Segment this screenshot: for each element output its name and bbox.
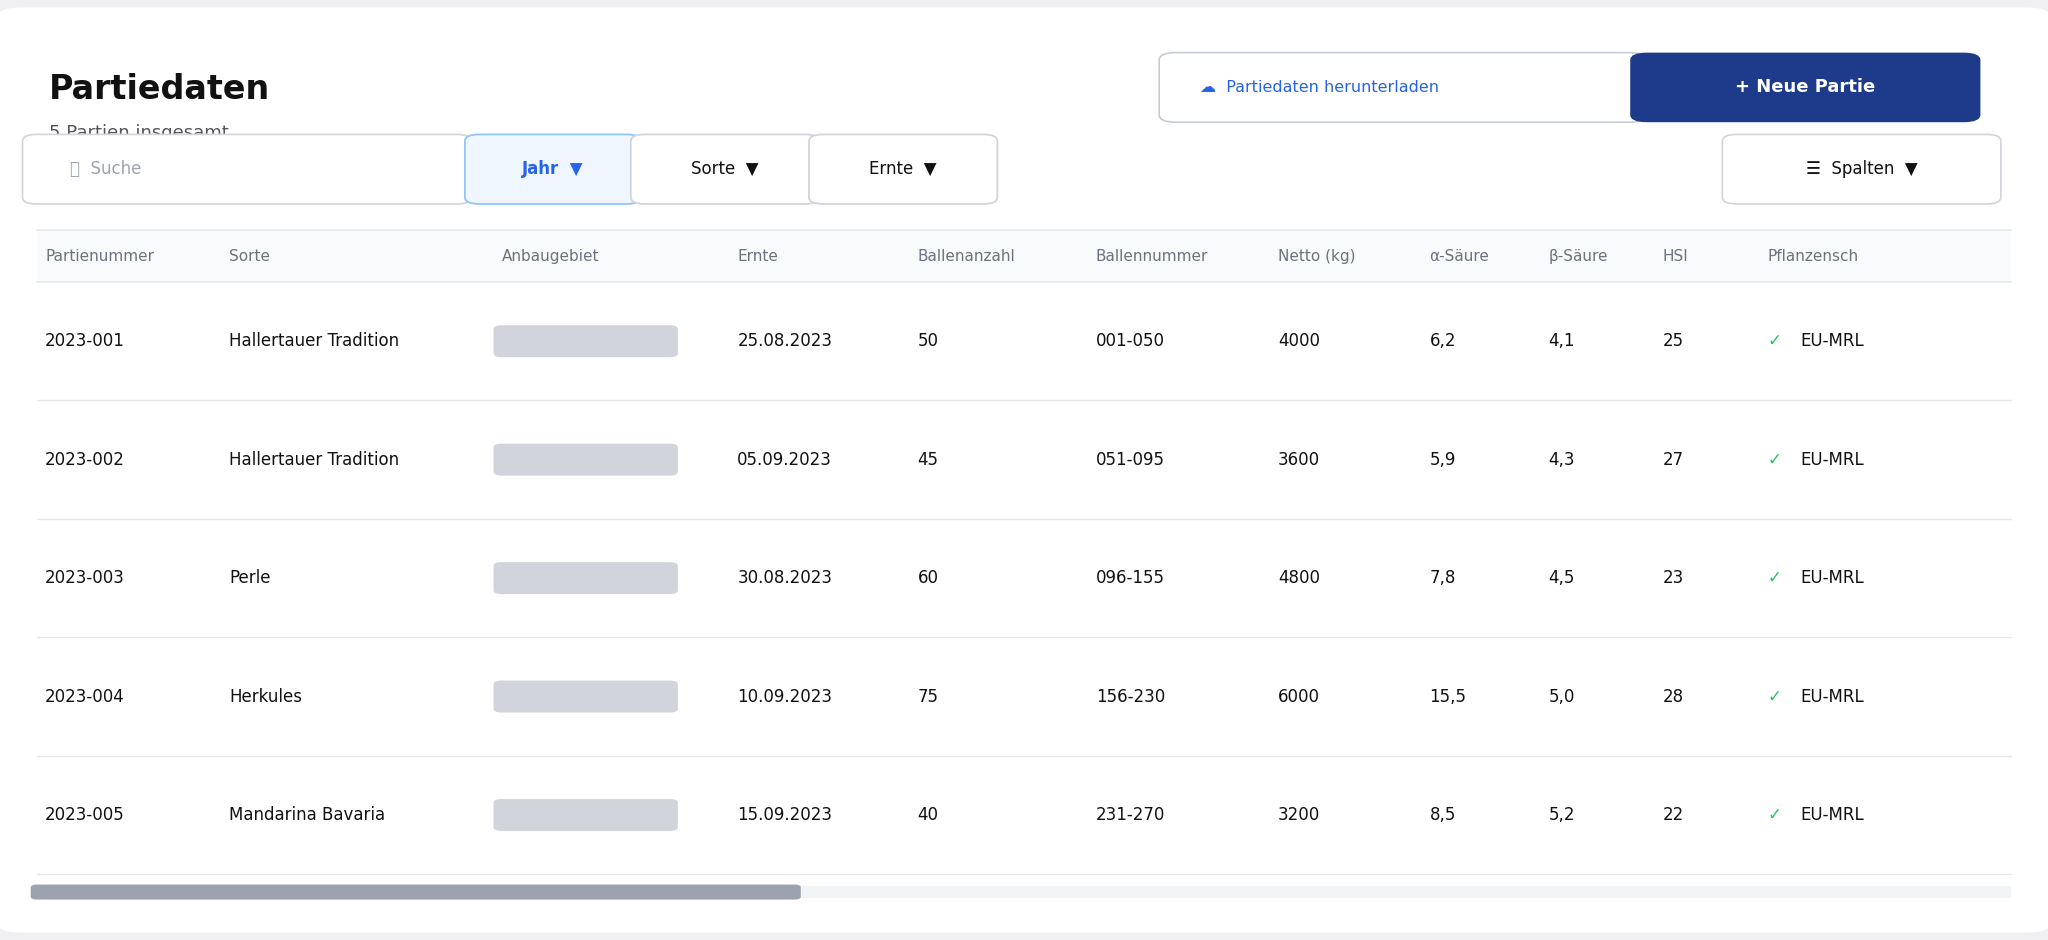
Text: ☁  Partiedaten herunterladen: ☁ Partiedaten herunterladen	[1200, 80, 1440, 95]
Text: 40: 40	[918, 806, 938, 824]
Text: 3200: 3200	[1278, 806, 1321, 824]
FancyBboxPatch shape	[31, 885, 801, 900]
Text: 05.09.2023: 05.09.2023	[737, 450, 831, 469]
Text: + Neue Partie: + Neue Partie	[1735, 78, 1876, 97]
Text: 2023-005: 2023-005	[45, 806, 125, 824]
Text: Ernte: Ernte	[737, 249, 778, 263]
Text: 8,5: 8,5	[1430, 806, 1456, 824]
Text: 051-095: 051-095	[1096, 450, 1165, 469]
FancyBboxPatch shape	[1722, 134, 2001, 204]
Text: 156-230: 156-230	[1096, 687, 1165, 706]
Text: Sorte  ▼: Sorte ▼	[692, 160, 758, 179]
Text: 6000: 6000	[1278, 687, 1321, 706]
FancyBboxPatch shape	[37, 637, 2011, 756]
Text: 25.08.2023: 25.08.2023	[737, 332, 831, 351]
FancyBboxPatch shape	[809, 134, 997, 204]
Text: EU-MRL: EU-MRL	[1800, 687, 1864, 706]
FancyBboxPatch shape	[37, 282, 2011, 400]
Text: Anbaugebiet: Anbaugebiet	[502, 249, 600, 263]
FancyBboxPatch shape	[494, 562, 678, 594]
Text: 27: 27	[1663, 450, 1683, 469]
Text: 4800: 4800	[1278, 569, 1321, 588]
Text: 4,3: 4,3	[1548, 450, 1575, 469]
Text: 2023-003: 2023-003	[45, 569, 125, 588]
Text: Pflanzensch: Pflanzensch	[1767, 249, 1858, 263]
Text: HSI: HSI	[1663, 249, 1690, 263]
Text: Netto (kg): Netto (kg)	[1278, 249, 1356, 263]
Text: 2023-004: 2023-004	[45, 687, 125, 706]
FancyBboxPatch shape	[494, 444, 678, 476]
FancyBboxPatch shape	[37, 230, 2011, 282]
Text: EU-MRL: EU-MRL	[1800, 569, 1864, 588]
Text: 5 Partien insgesamt: 5 Partien insgesamt	[49, 124, 229, 143]
Text: EU-MRL: EU-MRL	[1800, 332, 1864, 351]
Text: Herkules: Herkules	[229, 687, 303, 706]
Text: 6,2: 6,2	[1430, 332, 1456, 351]
FancyBboxPatch shape	[494, 681, 678, 713]
Text: 45: 45	[918, 450, 938, 469]
Text: 60: 60	[918, 569, 938, 588]
Text: 30.08.2023: 30.08.2023	[737, 569, 831, 588]
Text: 🔍  Suche: 🔍 Suche	[70, 160, 141, 179]
Text: 28: 28	[1663, 687, 1683, 706]
Text: Partienummer: Partienummer	[45, 249, 154, 263]
Text: 25: 25	[1663, 332, 1683, 351]
Text: Partiedaten: Partiedaten	[49, 72, 270, 106]
Text: 23: 23	[1663, 569, 1683, 588]
Text: Hallertauer Tradition: Hallertauer Tradition	[229, 450, 399, 469]
Text: ✓: ✓	[1767, 806, 1782, 824]
Text: EU-MRL: EU-MRL	[1800, 806, 1864, 824]
FancyBboxPatch shape	[465, 134, 641, 204]
FancyBboxPatch shape	[37, 756, 2011, 874]
Text: Ballennummer: Ballennummer	[1096, 249, 1208, 263]
Text: 231-270: 231-270	[1096, 806, 1165, 824]
Text: 2023-001: 2023-001	[45, 332, 125, 351]
Text: 50: 50	[918, 332, 938, 351]
Text: 4000: 4000	[1278, 332, 1321, 351]
Text: ✓: ✓	[1767, 450, 1782, 469]
Text: 10.09.2023: 10.09.2023	[737, 687, 831, 706]
Text: EU-MRL: EU-MRL	[1800, 450, 1864, 469]
Text: 5,9: 5,9	[1430, 450, 1456, 469]
FancyBboxPatch shape	[631, 134, 819, 204]
Text: 001-050: 001-050	[1096, 332, 1165, 351]
Text: 4,5: 4,5	[1548, 569, 1575, 588]
FancyBboxPatch shape	[37, 519, 2011, 637]
Text: Mandarina Bavaria: Mandarina Bavaria	[229, 806, 385, 824]
Text: 3600: 3600	[1278, 450, 1321, 469]
Text: Sorte: Sorte	[229, 249, 270, 263]
FancyBboxPatch shape	[494, 799, 678, 831]
Text: β-Säure: β-Säure	[1548, 249, 1608, 263]
FancyBboxPatch shape	[23, 134, 471, 204]
Text: 75: 75	[918, 687, 938, 706]
Text: 096-155: 096-155	[1096, 569, 1165, 588]
Text: 4,1: 4,1	[1548, 332, 1575, 351]
Text: 5,2: 5,2	[1548, 806, 1575, 824]
Text: 22: 22	[1663, 806, 1683, 824]
Text: 5,0: 5,0	[1548, 687, 1575, 706]
Text: 15,5: 15,5	[1430, 687, 1466, 706]
Text: α-Säure: α-Säure	[1430, 249, 1489, 263]
Text: 15.09.2023: 15.09.2023	[737, 806, 831, 824]
Text: ✓: ✓	[1767, 687, 1782, 706]
Text: Ernte  ▼: Ernte ▼	[870, 160, 936, 179]
FancyBboxPatch shape	[37, 400, 2011, 519]
Text: ☰  Spalten  ▼: ☰ Spalten ▼	[1806, 160, 1917, 179]
FancyBboxPatch shape	[0, 8, 2048, 932]
FancyBboxPatch shape	[1630, 53, 1980, 122]
Text: 7,8: 7,8	[1430, 569, 1456, 588]
FancyBboxPatch shape	[37, 886, 2011, 898]
FancyBboxPatch shape	[1159, 53, 1647, 122]
FancyBboxPatch shape	[494, 325, 678, 357]
Text: Ballenanzahl: Ballenanzahl	[918, 249, 1016, 263]
Text: ✓: ✓	[1767, 332, 1782, 351]
Text: Perle: Perle	[229, 569, 270, 588]
Text: Hallertauer Tradition: Hallertauer Tradition	[229, 332, 399, 351]
Text: 2023-002: 2023-002	[45, 450, 125, 469]
Text: ✓: ✓	[1767, 569, 1782, 588]
Text: Jahr  ▼: Jahr ▼	[522, 160, 584, 179]
